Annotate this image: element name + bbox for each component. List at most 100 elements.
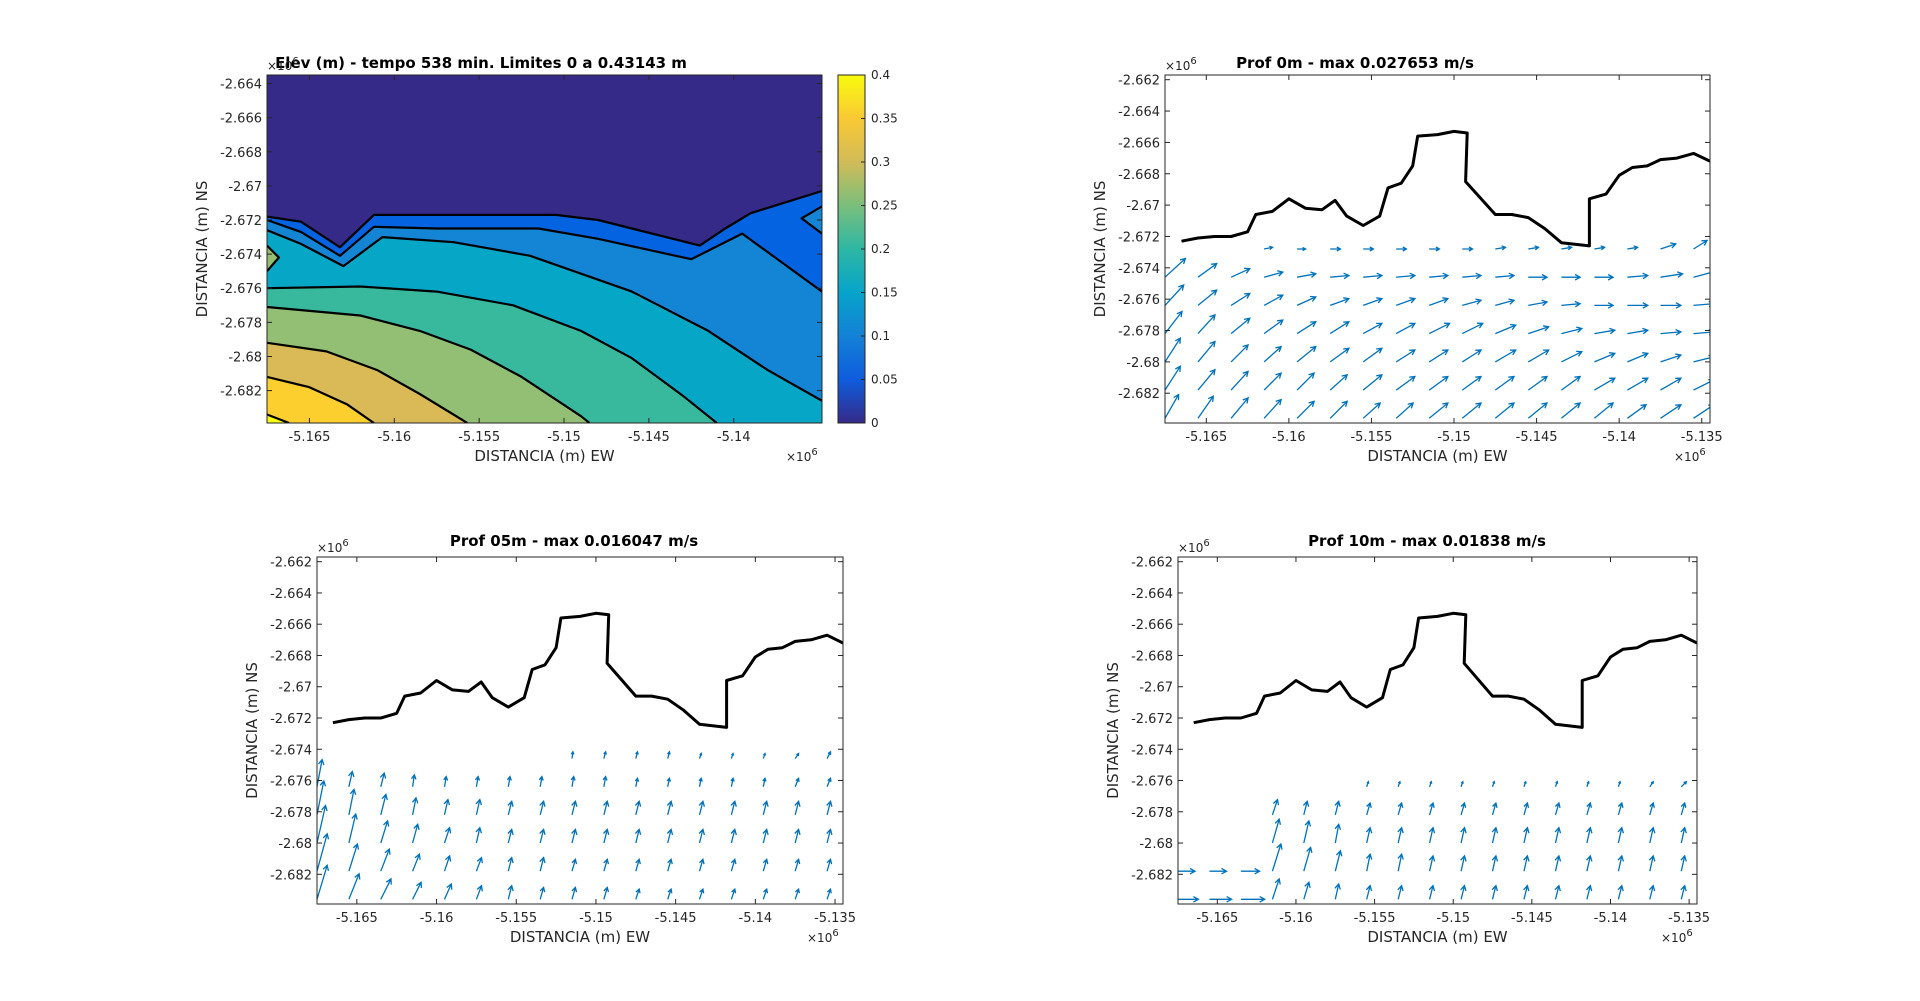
prof0-velocity-arrow [1230, 396, 1249, 419]
elevation-contour-line [267, 285, 718, 423]
prof10-velocity-arrow [1428, 780, 1433, 788]
prof05-ytick-label: -2.664 [270, 587, 312, 602]
prof10-velocity-arrow [1209, 896, 1233, 903]
colorbar-tick-label: 0.1 [871, 329, 890, 343]
colorbar-tick-label: 0.15 [871, 286, 898, 300]
prof05-velocity-arrow [379, 771, 387, 787]
prof05-velocity-arrow [698, 828, 706, 844]
elevation-contour-line [267, 305, 591, 423]
prof05-velocity-arrow [348, 788, 357, 816]
elevation-x-exponent-base: ×10 [786, 450, 811, 464]
prof10-velocity-arrow [1397, 780, 1401, 788]
prof05-velocity-arrow [475, 798, 483, 816]
prof10-velocity-arrow [1366, 801, 1372, 816]
prof05-velocity-arrow [443, 798, 451, 816]
prof05-ytick-label: -2.662 [270, 556, 312, 571]
prof10-velocity-arrow [1648, 884, 1656, 900]
prof0-velocity-arrow [1428, 297, 1450, 307]
prof10-velocity-arrow [1271, 817, 1282, 844]
prof10-velocity-arrow [1460, 780, 1464, 788]
elevation-ytick-label: -2.664 [220, 78, 262, 93]
colorbar-tick-label: 0 [871, 416, 879, 430]
prof10-velocity-arrow [1366, 852, 1373, 872]
prof0-velocity-arrow [1230, 292, 1251, 306]
elevation-ytick-label: -2.668 [220, 146, 262, 161]
prof10-velocity-arrow [1649, 780, 1654, 788]
elevation-contour-line [267, 189, 822, 249]
prof0-velocity-arrow [1165, 283, 1185, 306]
elevation-xtick-label: -5.155 [458, 430, 500, 445]
prof0-velocity-arrow [1527, 402, 1549, 419]
prof05-velocity-arrow [698, 887, 705, 900]
prof10-plot-area: -5.165 -5.16 -5.155 -5.15 -5.145 -5.14 -5.135 -… [1104, 538, 1710, 946]
prof0-x-exponent-power: 6 [1699, 447, 1705, 458]
prof0-velocity-arrow [1494, 402, 1516, 419]
prof10-ylabel: DISTANCIA (m) NS [1104, 662, 1122, 799]
prof05-velocity-arrow [539, 800, 546, 816]
prof05-velocity-arrow [603, 858, 610, 872]
prof05-velocity-arrow [571, 800, 578, 816]
prof0-velocity-arrow [1627, 377, 1649, 391]
prof0-velocity-arrow [1297, 246, 1307, 252]
prof0-velocity-arrow [1395, 349, 1417, 363]
prof0-velocity-arrow [1561, 350, 1584, 363]
prof10-velocity-arrow [1648, 854, 1656, 872]
elevation-contour-line [267, 229, 822, 402]
prof10-velocity-arrow [1303, 846, 1313, 872]
prof10-y-exponent-base: ×10 [1178, 541, 1203, 555]
prof0-velocity-arrow [1329, 400, 1349, 419]
prof10-velocity-arrow [1397, 826, 1404, 844]
prof0-velocity-arrow [1693, 354, 1710, 363]
prof05-ytick-label: -2.674 [270, 743, 312, 758]
prof05-velocity-arrow [762, 799, 769, 816]
prof0-velocity-arrow [1395, 402, 1415, 419]
prof0-velocity-arrow [1693, 300, 1710, 308]
prof05-velocity-arrow [794, 777, 800, 788]
prof10-velocity-arrow [1397, 801, 1404, 816]
prof10-velocity-arrow [1648, 826, 1656, 844]
prof0-velocity-arrow [1494, 349, 1517, 363]
prof10-ytick-label: -2.67 [1139, 681, 1173, 696]
prof0-velocity-arrow [1660, 302, 1683, 309]
prof05-ytick-label: -2.676 [270, 775, 312, 790]
prof05-y-exponent-base: ×10 [317, 541, 342, 555]
prof10-velocity-arrow [1680, 854, 1687, 872]
prof05-velocity-arrow [475, 826, 483, 844]
prof0-velocity-arrow [1197, 340, 1216, 363]
prof0-velocity-arrow [1395, 297, 1417, 307]
prof05-velocity-arrow [634, 776, 640, 787]
prof0-velocity-arrow [1660, 377, 1683, 391]
prof0-velocity-arrow [1594, 273, 1615, 281]
prof0-velocity-arrow [1461, 375, 1483, 391]
prof10-xtick-label: -5.14 [1594, 911, 1628, 926]
prof0-velocity-arrow [1429, 272, 1450, 280]
colorbar-tick-label: 0.25 [871, 199, 898, 213]
prof05-ytick-label: -2.67 [278, 681, 312, 696]
prof0-velocity-arrow [1197, 289, 1218, 306]
prof0-velocity-arrow [1396, 246, 1408, 252]
elevation-x-exponent: ×106 [786, 447, 818, 464]
prof0-velocity-arrow [1627, 403, 1648, 419]
prof0-velocity-arrow [1594, 327, 1617, 335]
prof05-velocity-arrow [826, 750, 832, 759]
prof05-velocity-arrow [635, 750, 639, 759]
prof0-velocity-arrow [1528, 273, 1549, 281]
prof10-velocity-arrow [1523, 780, 1527, 788]
prof0-y-exponent: ×106 [1165, 56, 1197, 73]
prof0-velocity-arrow [1362, 322, 1384, 335]
prof05-title: Prof 05m - max 0.016047 m/s [450, 532, 698, 550]
prof0-xtick-label: -5.16 [1272, 430, 1306, 445]
prof0-y-exponent-base: ×10 [1165, 59, 1190, 73]
prof05-velocity-arrow [698, 800, 706, 816]
prof0-velocity-arrow [1165, 393, 1180, 419]
prof0-velocity-arrow [1428, 349, 1450, 363]
elevation-title: Elev (m) - tempo 538 min. Limites 0 a 0.… [275, 54, 687, 72]
prof05-velocity-arrow [762, 887, 769, 900]
prof05-velocity-arrow [348, 872, 361, 900]
prof05-velocity-arrow [571, 828, 578, 844]
prof10-velocity-arrow [1586, 780, 1590, 788]
prof05-velocity-arrow [539, 886, 546, 900]
prof0-velocity-arrow [1296, 372, 1316, 391]
prof05-velocity-arrow [794, 828, 801, 844]
prof10-title: Prof 10m - max 0.01838 m/s [1308, 532, 1546, 550]
